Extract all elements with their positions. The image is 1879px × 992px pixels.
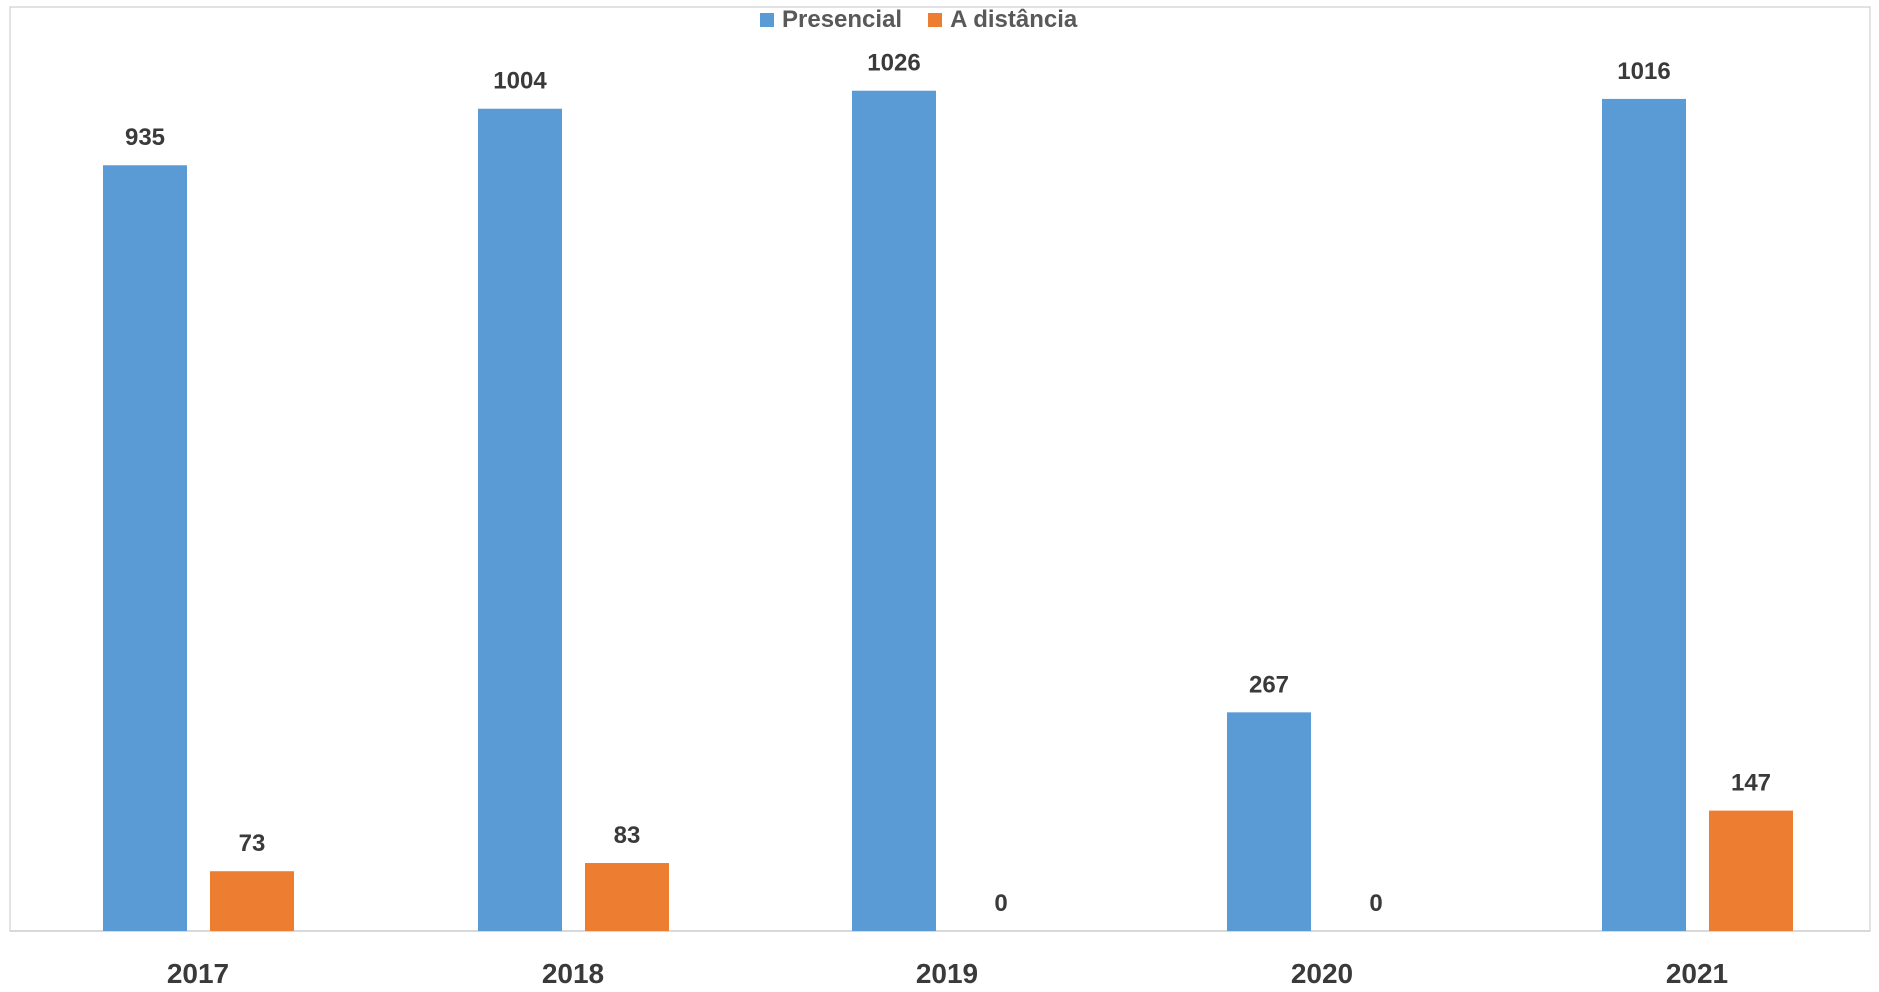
- bar-a-distancia-2018: [585, 863, 669, 931]
- data-label-a-distancia-2020: 0: [1369, 890, 1382, 917]
- data-label-presencial-2017: 935: [125, 124, 165, 151]
- data-label-a-distancia-2017: 73: [239, 830, 266, 857]
- category-label-2020: 2020: [1291, 958, 1353, 989]
- legend: Presencial A distância: [760, 5, 1077, 35]
- legend-swatch-a-distancia: [928, 13, 943, 27]
- legend-label-presencial: Presencial: [782, 6, 903, 33]
- category-label-2021: 2021: [1666, 958, 1728, 989]
- data-label-presencial-2019: 1026: [867, 50, 920, 77]
- legend-item-presencial: Presencial: [760, 6, 902, 34]
- bar-presencial-2017: [103, 165, 187, 931]
- data-label-a-distancia-2021: 147: [1731, 770, 1771, 797]
- category-labels-group: 2017 2018 2019 2020 2021: [167, 958, 1728, 989]
- data-label-presencial-2021: 1016: [1617, 58, 1670, 85]
- legend-item-a-distancia: A distância: [928, 6, 1077, 34]
- data-label-presencial-2018: 1004: [493, 68, 547, 95]
- bar-presencial-2020: [1227, 712, 1311, 931]
- bar-a-distancia-2021: [1709, 810, 1793, 931]
- data-label-presencial-2020: 267: [1249, 671, 1289, 698]
- legend-swatch-presencial: [760, 13, 774, 27]
- data-labels-group: 935 73 1004 83 1026 0 267 0 1016 147: [125, 50, 1771, 917]
- category-label-2019: 2019: [916, 958, 978, 989]
- bar-presencial-2019: [852, 90, 936, 931]
- category-label-2018: 2018: [542, 958, 604, 989]
- plot-area-border: [9, 6, 1871, 932]
- bar-a-distancia-2017: [210, 871, 294, 931]
- legend-label-a-distancia: A distância: [950, 6, 1078, 33]
- bar-presencial-2021: [1602, 98, 1686, 932]
- bars-group: [103, 90, 1793, 932]
- bar-presencial-2018: [478, 108, 562, 931]
- data-label-a-distancia-2019: 0: [994, 890, 1007, 917]
- category-label-2017: 2017: [167, 958, 229, 989]
- data-label-a-distancia-2018: 83: [614, 822, 641, 849]
